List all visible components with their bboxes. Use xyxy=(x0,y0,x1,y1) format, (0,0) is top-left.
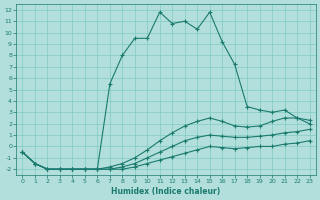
X-axis label: Humidex (Indice chaleur): Humidex (Indice chaleur) xyxy=(111,187,221,196)
